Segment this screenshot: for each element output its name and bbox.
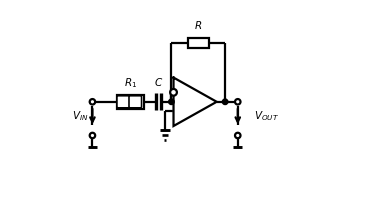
Polygon shape [173, 78, 217, 126]
Circle shape [235, 133, 240, 138]
Circle shape [223, 99, 227, 104]
Circle shape [235, 99, 240, 105]
Circle shape [170, 89, 177, 96]
FancyBboxPatch shape [117, 96, 130, 108]
Circle shape [169, 99, 174, 104]
FancyBboxPatch shape [129, 96, 142, 108]
Circle shape [90, 133, 95, 138]
FancyBboxPatch shape [188, 38, 209, 48]
Text: $R$: $R$ [194, 19, 202, 31]
FancyBboxPatch shape [117, 95, 144, 109]
Text: $C$: $C$ [154, 76, 163, 88]
Text: $V_{\mathregular{OUT}}$: $V_{\mathregular{OUT}}$ [254, 110, 279, 123]
Text: $R_1$: $R_1$ [124, 76, 137, 90]
Circle shape [90, 99, 95, 105]
Text: $V_{\mathregular{IN}}$: $V_{\mathregular{IN}}$ [72, 110, 88, 123]
